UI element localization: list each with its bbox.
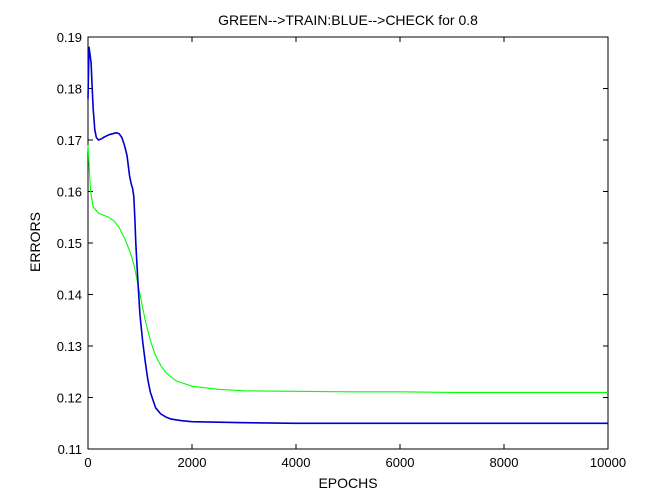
y-tick-label: 0.11 [58, 442, 82, 457]
x-tick-label: 4000 [282, 455, 311, 470]
series-line-green [87, 145, 608, 393]
plot-area [87, 36, 609, 450]
y-tick-label: 0.15 [57, 236, 82, 251]
y-tick-label: 0.14 [57, 288, 82, 303]
y-tick-label: 0.16 [57, 185, 82, 200]
x-axis-label: EPOCHS [318, 475, 377, 491]
x-tick-label: 0 [84, 455, 91, 470]
y-tick-label: 0.19 [57, 30, 82, 45]
y-axis-label: ERRORS [27, 212, 43, 272]
x-tick-label: 8000 [490, 455, 519, 470]
axis-ticks: 0 2000 4000 6000 8000 10000 0.11 0.12 0.13 0.14 0.… [57, 30, 626, 470]
y-tick-label: 0.12 [57, 391, 82, 406]
series-layer [87, 46, 608, 425]
series-line-blue [87, 46, 608, 425]
y-tick-label: 0.13 [57, 339, 82, 354]
plot-box [87, 36, 609, 450]
y-tick-label: 0.18 [57, 82, 82, 97]
x-tick-label: 2000 [178, 455, 207, 470]
y-tick-label: 0.17 [57, 133, 82, 148]
x-tick-label: 10000 [590, 455, 626, 470]
x-tick-label: 6000 [386, 455, 415, 470]
chart-title: GREEN-->TRAIN:BLUE-->CHECK for 0.8 [218, 12, 478, 28]
